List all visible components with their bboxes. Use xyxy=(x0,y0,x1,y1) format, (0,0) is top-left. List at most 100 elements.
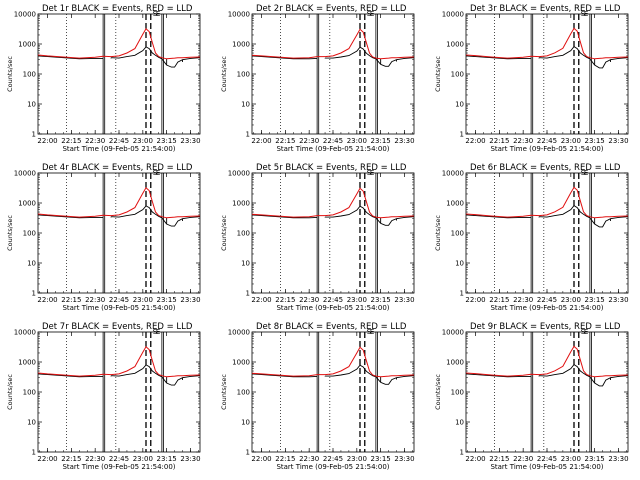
x-tick-label: 22:45 xyxy=(537,137,557,145)
x-tick-label: 22:45 xyxy=(537,296,557,304)
y-tick-label: 1 xyxy=(246,131,250,139)
y-tick-label: 1 xyxy=(246,290,250,298)
panel-title: Det 9r BLACK = Events, RED = LLD xyxy=(470,322,621,332)
panel-4: Det 4r BLACK = Events, RED = LLD 1 10 100 10… xyxy=(6,163,201,312)
y-tick-label: 10000 xyxy=(14,11,36,19)
x-tick-label: 22:00 xyxy=(251,296,271,304)
y-tick-label: 100 xyxy=(23,71,36,79)
events-series-line xyxy=(539,46,629,69)
end-marker-label: E xyxy=(370,328,374,336)
x-tick-label: 22:00 xyxy=(37,296,57,304)
events-series-line xyxy=(251,55,318,60)
x-axis-label: Start Time (09-Feb-05 21:54:00) xyxy=(62,304,175,312)
start-marker-label: S xyxy=(367,328,372,336)
end-marker-label: E xyxy=(370,169,374,177)
x-tick-label: 22:15 xyxy=(489,137,509,145)
x-tick-label: 22:45 xyxy=(323,137,343,145)
end-marker-label: E xyxy=(156,328,160,336)
events-series-line xyxy=(37,373,104,378)
x-tick-label: 22:30 xyxy=(513,296,533,304)
events-series-line xyxy=(325,46,415,67)
panel-1: Det 1r BLACK = Events, RED = LLD 1 10 100 10… xyxy=(6,4,201,153)
y-tick-label: 1000 xyxy=(446,359,464,367)
y-tick-label: 10000 xyxy=(442,11,464,19)
y-axis-label: Counts/sec xyxy=(220,374,228,410)
y-tick-label: 1 xyxy=(32,131,36,139)
panel-3: Det 3r BLACK = Events, RED = LLD 1 10 100 10… xyxy=(434,4,629,153)
x-tick-label: 23:15 xyxy=(585,455,605,463)
x-tick-label: 22:30 xyxy=(513,137,533,145)
x-tick-label: 23:30 xyxy=(608,455,628,463)
lld-series-line xyxy=(465,186,629,219)
x-tick-label: 22:30 xyxy=(513,455,533,463)
x-tick-label: 22:45 xyxy=(323,296,343,304)
x-tick-label: 23:00 xyxy=(347,455,367,463)
end-marker-label: E xyxy=(156,10,160,18)
y-tick-label: 1 xyxy=(460,449,464,457)
x-tick-label: 23:00 xyxy=(133,137,153,145)
lld-series-line xyxy=(37,28,201,60)
start-marker-label: S xyxy=(581,169,586,177)
events-series-line xyxy=(111,46,201,68)
x-tick-label: 23:00 xyxy=(347,296,367,304)
plot-frame xyxy=(37,172,201,294)
start-marker-label: S xyxy=(581,10,586,18)
y-tick-label: 1000 xyxy=(18,200,36,208)
x-tick-label: 22:15 xyxy=(275,296,295,304)
end-marker-label: E xyxy=(584,328,588,336)
y-tick-label: 1000 xyxy=(232,41,250,49)
x-tick-label: 22:30 xyxy=(299,296,319,304)
events-series-line xyxy=(111,205,201,227)
panel-title: Det 7r BLACK = Events, RED = LLD xyxy=(42,322,193,332)
x-tick-label: 22:45 xyxy=(537,455,557,463)
x-tick-label: 22:45 xyxy=(109,296,129,304)
x-tick-label: 23:30 xyxy=(180,296,200,304)
x-tick-label: 22:00 xyxy=(37,137,57,145)
panel-title: Det 4r BLACK = Events, RED = LLD xyxy=(42,163,193,173)
x-tick-label: 23:00 xyxy=(561,296,581,304)
y-axis-label: Counts/sec xyxy=(6,56,14,92)
y-tick-label: 10 xyxy=(27,260,36,268)
y-tick-label: 10000 xyxy=(228,11,250,19)
events-series-line xyxy=(251,214,318,219)
y-axis-label: Counts/sec xyxy=(6,215,14,251)
y-tick-label: 10 xyxy=(27,419,36,427)
y-tick-label: 10 xyxy=(241,101,250,109)
x-tick-label: 23:30 xyxy=(394,296,414,304)
x-axis-label: Start Time (09-Feb-05 21:54:00) xyxy=(490,145,603,153)
x-tick-label: 23:30 xyxy=(180,455,200,463)
events-series-line xyxy=(539,205,629,228)
x-tick-label: 22:15 xyxy=(61,296,81,304)
panel-title: Det 3r BLACK = Events, RED = LLD xyxy=(470,4,621,14)
panel-8: Det 8r BLACK = Events, RED = LLD 1 10 100 10… xyxy=(220,322,415,471)
y-tick-label: 1 xyxy=(246,449,250,457)
x-axis-label: Start Time (09-Feb-05 21:54:00) xyxy=(62,463,175,471)
lld-series-line xyxy=(251,346,415,378)
y-tick-label: 10000 xyxy=(442,329,464,337)
y-tick-label: 1000 xyxy=(232,200,250,208)
x-tick-label: 23:15 xyxy=(157,296,177,304)
events-series-line xyxy=(111,364,201,386)
lld-series-line xyxy=(251,187,415,219)
x-tick-label: 23:30 xyxy=(608,296,628,304)
plot-frame xyxy=(251,13,415,135)
lld-series-line xyxy=(465,345,629,378)
y-tick-label: 1 xyxy=(32,449,36,457)
x-tick-label: 23:30 xyxy=(608,137,628,145)
x-axis-label: Start Time (09-Feb-05 21:54:00) xyxy=(490,304,603,312)
y-tick-label: 100 xyxy=(23,230,36,238)
x-tick-label: 22:00 xyxy=(465,137,485,145)
plot-frame xyxy=(37,13,201,135)
plot-frame xyxy=(465,331,629,453)
y-tick-label: 100 xyxy=(451,230,464,238)
x-tick-label: 23:15 xyxy=(157,455,177,463)
y-tick-label: 10 xyxy=(241,260,250,268)
panel-title: Det 8r BLACK = Events, RED = LLD xyxy=(256,322,407,332)
y-axis-label: Counts/sec xyxy=(434,56,442,92)
x-tick-label: 22:30 xyxy=(299,137,319,145)
panel-title: Det 2r BLACK = Events, RED = LLD xyxy=(256,4,407,14)
y-tick-label: 100 xyxy=(451,389,464,397)
y-tick-label: 100 xyxy=(451,71,464,79)
panel-title: Det 6r BLACK = Events, RED = LLD xyxy=(470,163,621,173)
end-marker-label: E xyxy=(156,169,160,177)
